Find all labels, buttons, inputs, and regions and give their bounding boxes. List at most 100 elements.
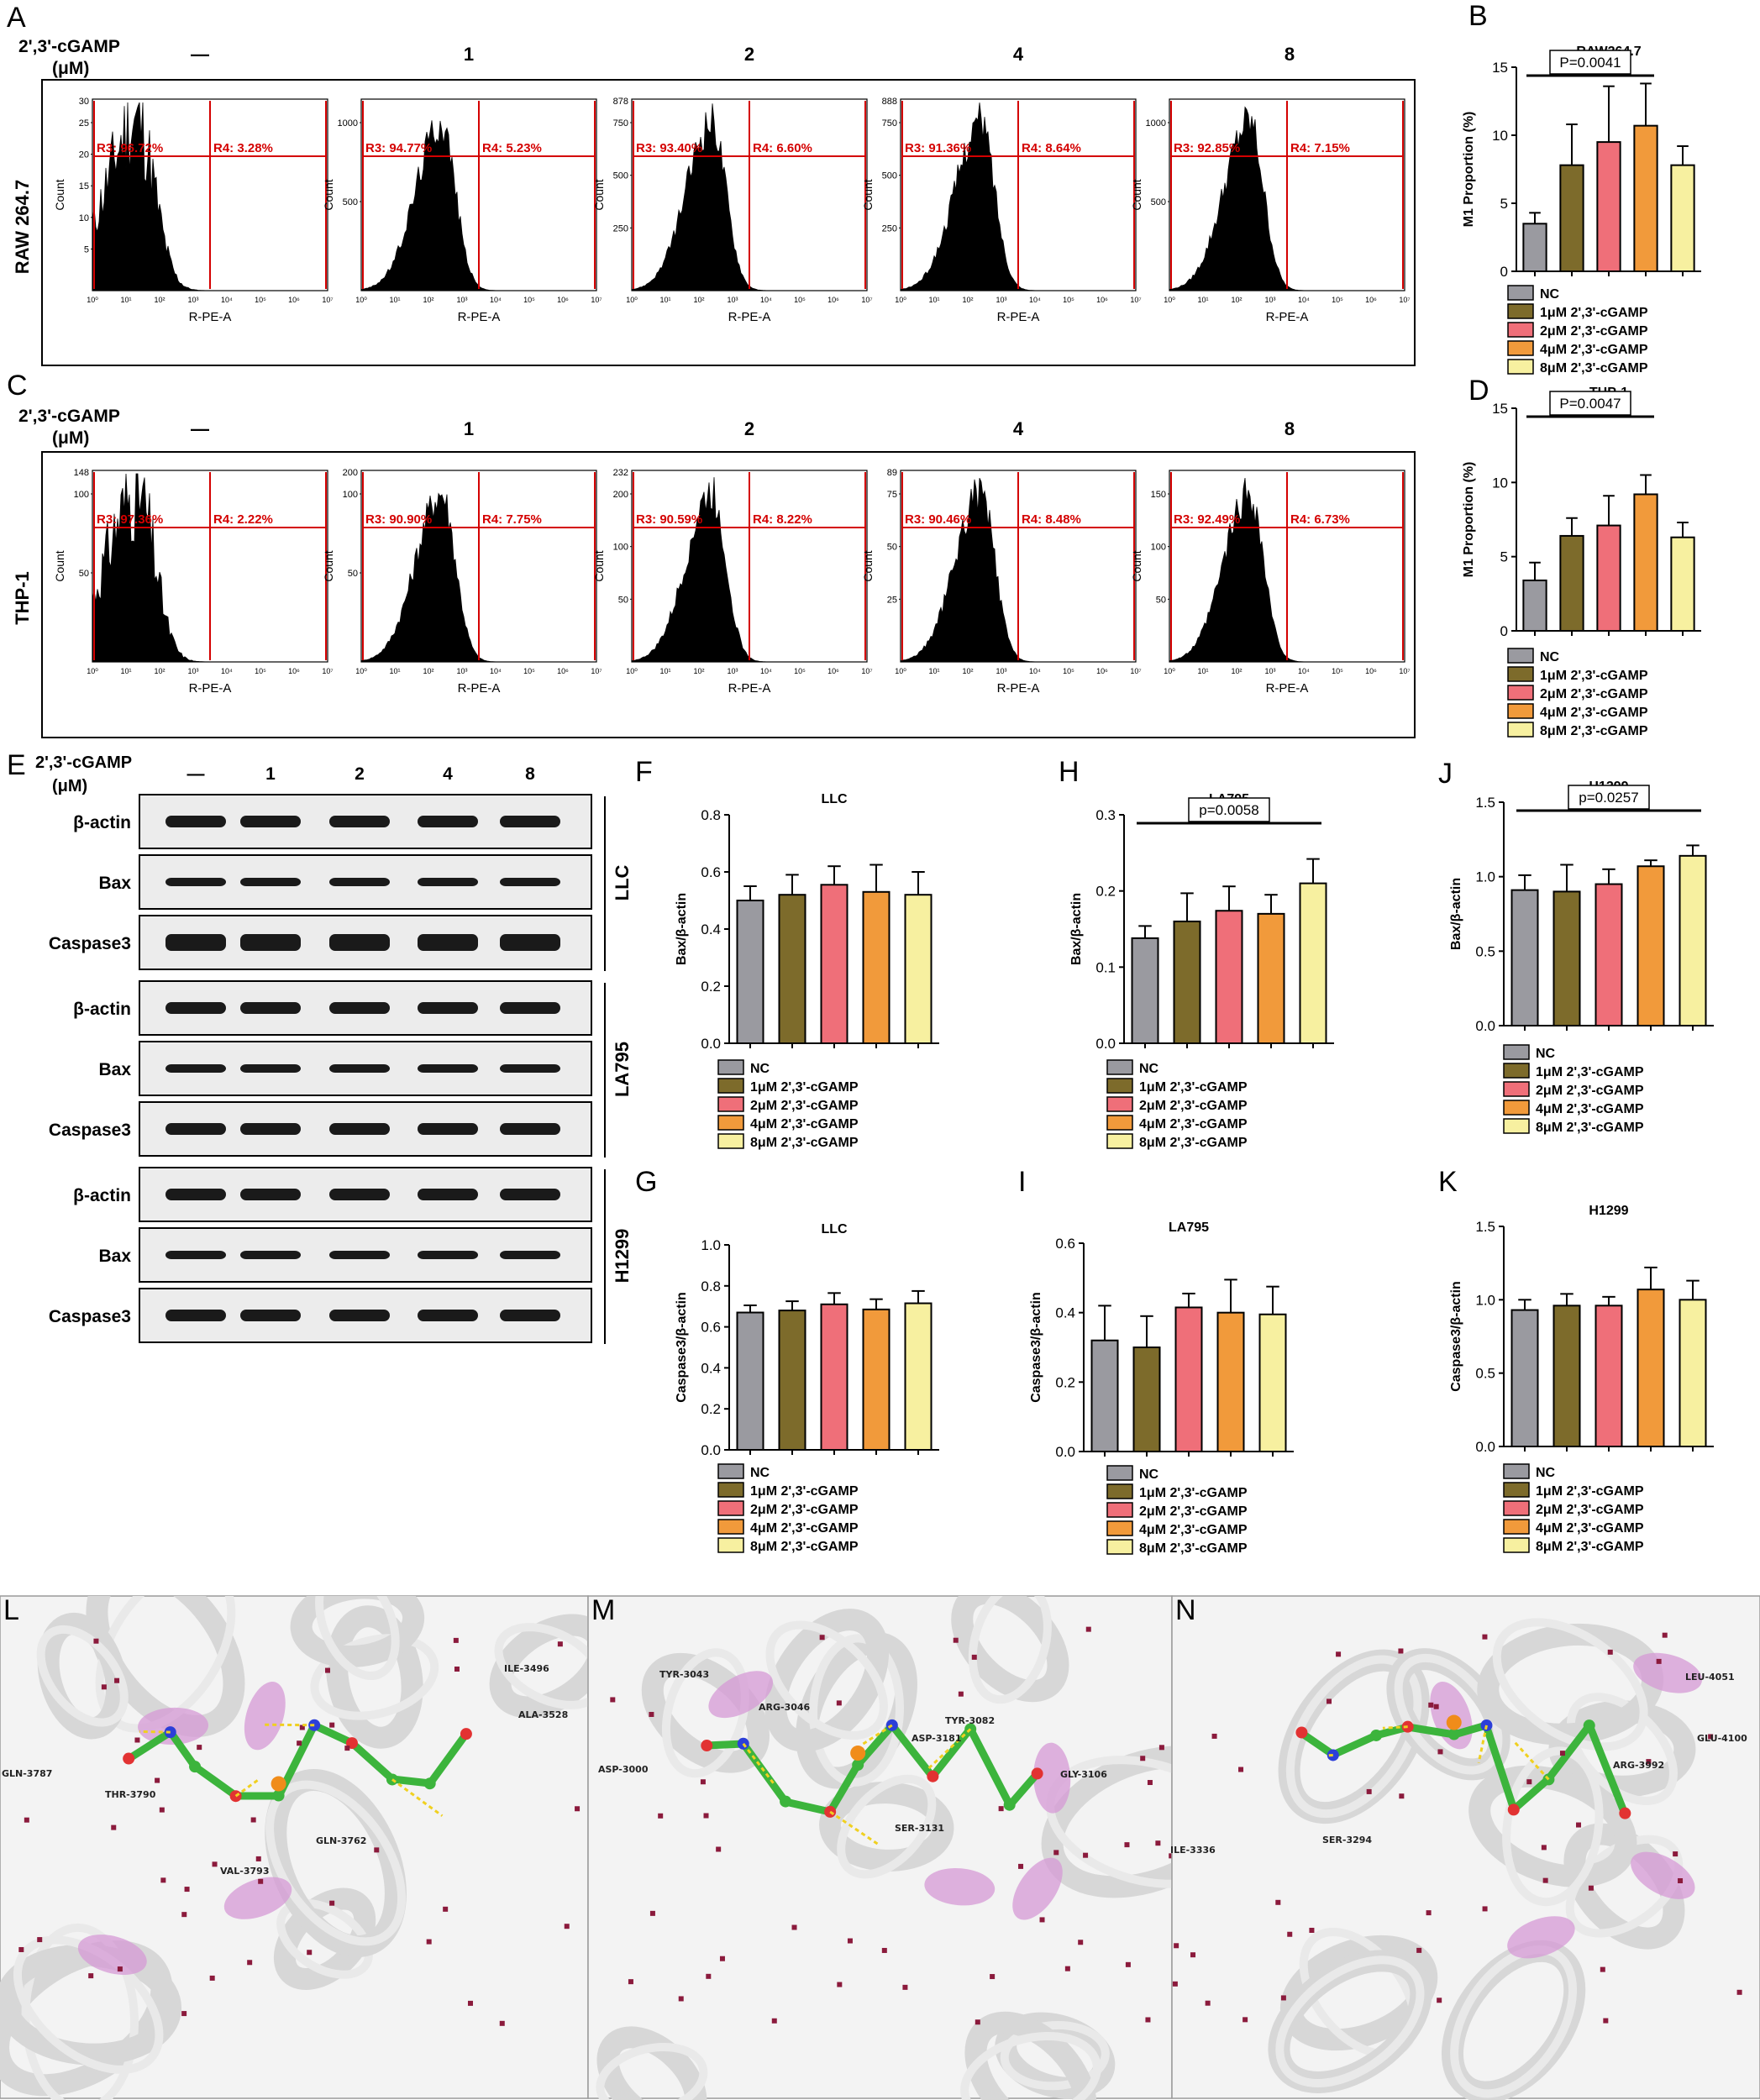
blot-band <box>165 934 226 951</box>
bar <box>1679 1299 1707 1448</box>
panel-letter-i: I <box>1018 1166 1026 1198</box>
y-tick-label: 250 <box>882 223 897 234</box>
x-tick-label: 10³ <box>1264 296 1275 304</box>
unit-header-a: (μM) <box>52 59 89 78</box>
residue-atom-marker <box>1399 1793 1405 1799</box>
flow-histogram: 200 100 50 Count 10⁰ 10¹ 10² 10³ 10⁴ 10⁵ 10⁶ 10⁷ R-P… <box>322 468 602 696</box>
residue-atom-marker <box>329 1900 335 1906</box>
x-tick-label: 10⁵ <box>1332 667 1343 675</box>
annotation-box <box>1549 391 1631 416</box>
residue-atom-marker <box>1147 1780 1153 1786</box>
ligand-atom <box>123 1752 135 1765</box>
blot-band <box>418 1251 478 1259</box>
binding-site-highlight <box>708 1671 774 1719</box>
ligand-atom <box>423 1777 436 1790</box>
blot-band <box>240 1251 301 1259</box>
y-tick-label: 1.0 <box>1475 1292 1495 1308</box>
x-tick-label: 10⁴ <box>1029 296 1041 304</box>
binding-site-highlight <box>223 1877 292 1919</box>
legend-label: NC <box>1540 650 1560 664</box>
x-tick-label: 10⁶ <box>827 296 839 304</box>
x-tick-label: 10⁰ <box>1164 296 1175 304</box>
unit-header-e: (μM) <box>52 777 87 795</box>
y-tick-label: 0 <box>1500 264 1508 280</box>
residue-atom-marker <box>1541 1845 1547 1851</box>
docking-panel-l: ILE-3496 ALA-3528 GLN-3787 THR-3790 GLN-3762… <box>0 1594 589 2100</box>
bar <box>1670 536 1695 633</box>
x-tick-label: 10¹ <box>1197 296 1208 304</box>
flow-histogram: 232 200 100 50 Count 10⁰ 10¹ 10² 10³ 10⁴ 10⁵ 10⁶ 10⁷… <box>592 468 873 696</box>
helix-ribbon <box>964 2011 1097 2100</box>
dose-label: — <box>191 418 209 439</box>
bar <box>1090 1339 1119 1452</box>
blot-band <box>329 878 390 886</box>
y-tick-label: 100 <box>74 490 89 500</box>
blot-band <box>165 1064 226 1073</box>
legend-label: 2μM 2',3'-cGAMP <box>1540 324 1648 339</box>
bar <box>820 1303 848 1452</box>
residue-atom-marker <box>1428 1702 1434 1708</box>
residue-atom-marker <box>181 2011 187 2017</box>
residue-atom-marker <box>1482 1634 1488 1640</box>
x-tick-label: 10⁴ <box>1029 667 1041 675</box>
residue-atom-marker <box>1064 1966 1070 1971</box>
y-axis-label: Caspase3/β-actin <box>1449 1281 1463 1392</box>
y-tick-label: 750 <box>882 118 897 129</box>
treatment-header-a: 2',3'-cGAMP <box>18 37 120 56</box>
blot-band <box>329 1002 390 1014</box>
x-tick-label: 10⁰ <box>895 296 906 304</box>
residue-atom-marker <box>1426 1910 1432 1916</box>
gate-r3-label: R3: 92.49% <box>1174 512 1240 527</box>
x-tick-label: 10⁶ <box>1365 667 1377 675</box>
y-tick-label: 5 <box>84 244 89 255</box>
x-tick-label: 10¹ <box>120 296 131 304</box>
dose-label: 2 <box>744 418 754 439</box>
residue-atom-marker <box>1169 1853 1172 1859</box>
residue-label: GLN-3762 <box>316 1835 366 1846</box>
helix-highlight <box>1565 1835 1684 1938</box>
x-tick-label: 10² <box>962 296 973 304</box>
chart-title: LA795 <box>1169 1221 1209 1235</box>
blot-band <box>500 1064 560 1073</box>
legend-label: 4μM 2',3'-cGAMP <box>1139 1117 1248 1131</box>
residue-atom-marker <box>1155 1840 1161 1846</box>
residue-atom-marker <box>1190 1952 1196 1958</box>
blot-band <box>165 1189 226 1200</box>
ligand-atom <box>1295 1726 1308 1739</box>
blot-band <box>165 1123 226 1135</box>
blot-row-label: β-actin <box>73 813 131 832</box>
legend-label: 1μM 2',3'-cGAMP <box>1536 1065 1644 1079</box>
residue-atom-marker <box>1174 1943 1179 1949</box>
helix-highlight <box>765 1620 888 1740</box>
ligand-atom <box>1370 1729 1383 1741</box>
ligand-atom <box>1447 1728 1460 1740</box>
y-tick-label: 100 <box>613 543 628 553</box>
phosphorus-atom <box>271 1776 286 1792</box>
blot-row-label: Caspase3 <box>49 934 131 953</box>
blot-band <box>329 816 390 827</box>
residue-atom-marker <box>184 1887 190 1893</box>
bar <box>1633 124 1658 272</box>
docking-panel-m: TYR-3043 ARG-3046 TYR-3082 ASP-3181 ASP-3000… <box>587 1594 1173 2100</box>
protein-cartoon <box>596 1596 1172 2100</box>
legend-label: NC <box>750 1062 770 1076</box>
bar <box>904 894 933 1044</box>
y-tick-label: 0.8 <box>701 807 721 823</box>
helix-highlight <box>1450 1945 1578 2098</box>
hydrogen-bond <box>1382 1725 1408 1730</box>
hydrogen-bond <box>926 1728 972 1771</box>
x-tick-label: 10⁰ <box>895 667 906 675</box>
y-tick-label: 0.6 <box>701 864 721 880</box>
residue-atom-marker <box>453 1637 459 1643</box>
residue-atom-marker <box>1559 1751 1565 1756</box>
panel-letter-n: N <box>1175 1594 1196 1626</box>
legend-label: 4μM 2',3'-cGAMP <box>1540 343 1648 357</box>
legend-label: 4μM 2',3'-cGAMP <box>1139 1523 1248 1537</box>
helix-highlight <box>968 1596 1052 1704</box>
x-axis-label: R-PE-A <box>997 310 1040 324</box>
y-tick-label: 50 <box>348 569 358 579</box>
y-max-label: 200 <box>343 468 358 478</box>
x-tick-label: 10² <box>423 667 433 675</box>
residue-label: THR-3790 <box>105 1789 156 1800</box>
hydrogen-bond <box>391 1778 444 1817</box>
